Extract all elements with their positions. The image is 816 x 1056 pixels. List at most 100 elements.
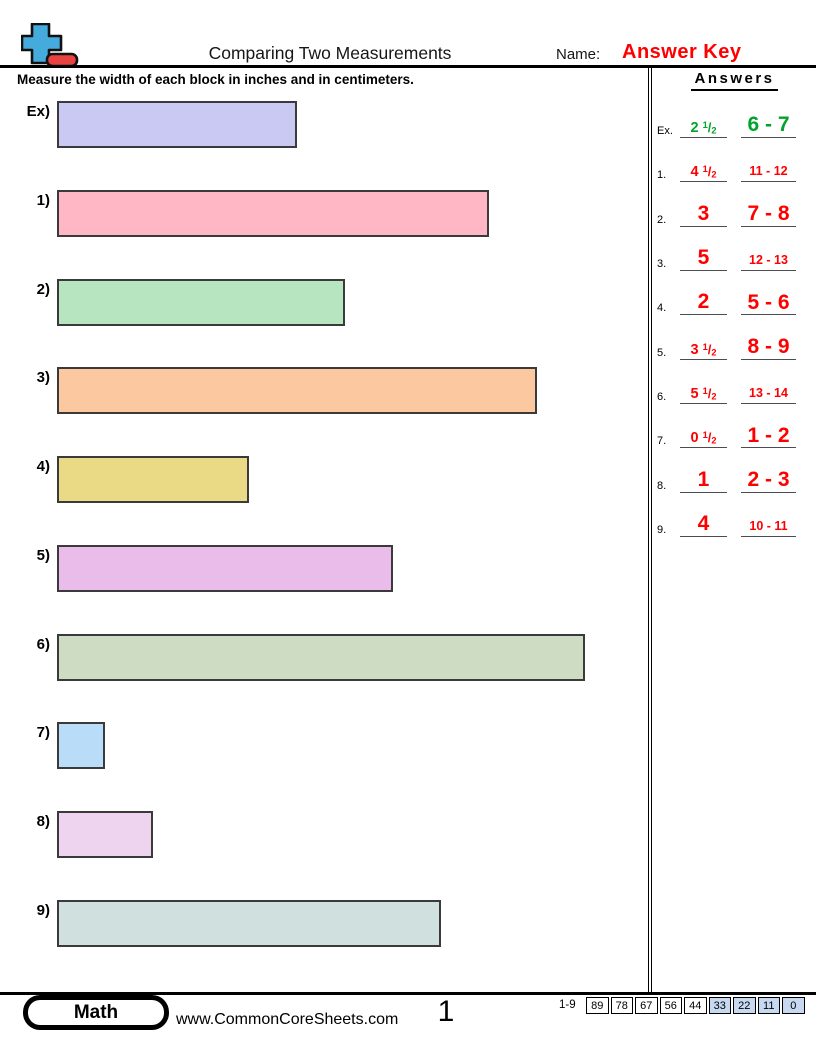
block-label: 9)	[36, 901, 50, 919]
cm-answer: 10 - 11	[749, 518, 788, 533]
inches-answer-blank: 3 1/2	[680, 332, 727, 360]
score-cell: 22	[733, 997, 756, 1014]
cm-answer-blank: 10 - 11	[741, 509, 796, 538]
block-label: 3)	[36, 369, 50, 387]
cm-answer: 5 - 6	[747, 290, 790, 314]
inches-answer-blank: 2 1/2	[680, 110, 727, 138]
answers-heading: Answers	[653, 70, 816, 91]
cm-answer: 12 - 13	[749, 252, 788, 267]
inches-answer: 3	[697, 201, 710, 225]
inches-answer: 4 1/2	[690, 164, 717, 181]
answer-row-1: 1. 4 1/2 11 - 12	[655, 154, 815, 183]
measurement-block	[57, 722, 105, 770]
block-row-4: 4)	[0, 456, 648, 504]
inches-answer: 5 1/2	[690, 385, 717, 403]
inches-answer-blank: 5 1/2	[680, 376, 727, 405]
cm-answer: 7 - 8	[747, 201, 790, 225]
block-row-2: 2)	[0, 278, 648, 327]
measurement-block	[57, 811, 153, 858]
block-row-3: 3)	[0, 367, 648, 415]
name-label: Name:	[556, 46, 601, 63]
inches-answer-blank: 5	[680, 243, 727, 272]
score-cell: 78	[610, 997, 633, 1014]
cm-answer: 8 - 9	[747, 334, 790, 358]
score-cell: 44	[684, 997, 707, 1014]
answer-row-2: 2. 3 7 - 8	[655, 200, 815, 227]
cm-answer-blank: 11 - 12	[741, 154, 796, 183]
inches-answer-blank: 4 1/2	[680, 154, 727, 183]
score-cell: 89	[586, 997, 609, 1014]
score-range-label: 1-9	[559, 999, 576, 1011]
answer-row-4: 4. 2 5 - 6	[655, 287, 815, 316]
score-table: 89 78 67 56 44 33 22 11 0	[586, 997, 805, 1014]
inches-answer: 5	[697, 245, 710, 269]
inches-answer-blank: 2	[680, 287, 727, 316]
score-cell: 56	[659, 997, 682, 1014]
inches-answer: 4	[697, 512, 710, 536]
inches-answer-blank: 3	[680, 199, 727, 227]
answer-number-label: Ex.	[657, 125, 673, 137]
block-row-5: 5)	[0, 544, 648, 593]
answer-number-label: 1.	[657, 169, 667, 182]
cm-answer-blank: 8 - 9	[741, 332, 796, 360]
answer-number-label: 5.	[657, 346, 667, 359]
answer-number-label: 4.	[657, 302, 667, 315]
inches-answer: 0 1/2	[690, 430, 717, 447]
score-cell: 0	[782, 997, 805, 1014]
math-badge: Math	[23, 995, 169, 1030]
cm-answer: 13 - 14	[749, 385, 788, 400]
answer-number-label: 9.	[657, 524, 667, 537]
cm-answer-blank: 13 - 14	[741, 376, 796, 405]
inches-answer: 1	[697, 467, 710, 491]
answer-row-9: 9. 4 10 - 11	[655, 509, 815, 538]
inches-answer-blank: 4	[680, 509, 727, 538]
answer-row-6: 6. 5 1/2 13 - 14	[655, 376, 815, 405]
score-cell: 67	[635, 997, 658, 1014]
inches-answer-blank: 1	[680, 465, 727, 493]
answers-column-divider	[648, 67, 652, 992]
answer-row-5: 5. 3 1/2 8 - 9	[655, 333, 815, 360]
answer-key-value: Answer Key	[622, 41, 742, 63]
cm-answer-blank: 12 - 13	[741, 243, 796, 272]
measurement-block	[57, 456, 249, 503]
block-row-8: 8)	[0, 811, 648, 859]
score-cell: 33	[708, 997, 731, 1014]
cm-answer: 1 - 2	[747, 423, 790, 447]
block-row-ex: Ex)	[0, 101, 648, 149]
inches-answer: 2	[697, 290, 710, 314]
block-label: 4)	[36, 458, 50, 475]
measurement-block	[57, 899, 441, 947]
cm-answer-blank: 6 - 7	[741, 110, 796, 138]
measurement-block	[57, 278, 345, 326]
answer-number-label: 2.	[657, 213, 667, 226]
block-label: 1)	[36, 191, 50, 209]
answer-number-label: 3.	[657, 258, 667, 271]
block-row-6: 6)	[0, 633, 648, 682]
inches-answer: 2 1/2	[690, 119, 717, 136]
page-title: Comparing Two Measurements	[208, 43, 452, 63]
score-cell: 11	[757, 997, 780, 1014]
block-label: Ex)	[26, 103, 50, 120]
block-label: 8)	[36, 813, 50, 830]
cm-answer: 2 - 3	[747, 467, 790, 491]
footer-rule	[0, 992, 816, 995]
answer-number-label: 8.	[657, 479, 667, 492]
page-number: 1	[437, 995, 455, 1028]
block-label: 6)	[36, 635, 50, 653]
answer-row-3: 3. 5 12 - 13	[655, 243, 815, 272]
measurement-block	[57, 633, 585, 681]
math-badge-label: Math	[28, 1000, 164, 1025]
instruction-text: Measure the width of each block in inche…	[17, 72, 414, 87]
answer-row-ex: Ex. 2 1/2 6 - 7	[655, 111, 815, 138]
answer-number-label: 6.	[657, 391, 667, 404]
measurement-block	[57, 101, 297, 148]
website-url: www.CommonCoreSheets.com	[176, 1011, 399, 1028]
block-row-1: 1)	[0, 189, 648, 238]
block-row-7: 7)	[0, 722, 648, 770]
cm-answer: 11 - 12	[749, 164, 788, 179]
cm-answer-blank: 7 - 8	[741, 199, 796, 227]
cm-answer-blank: 5 - 6	[741, 287, 796, 316]
measurement-block	[57, 544, 393, 592]
cm-answer-blank: 2 - 3	[741, 465, 796, 493]
